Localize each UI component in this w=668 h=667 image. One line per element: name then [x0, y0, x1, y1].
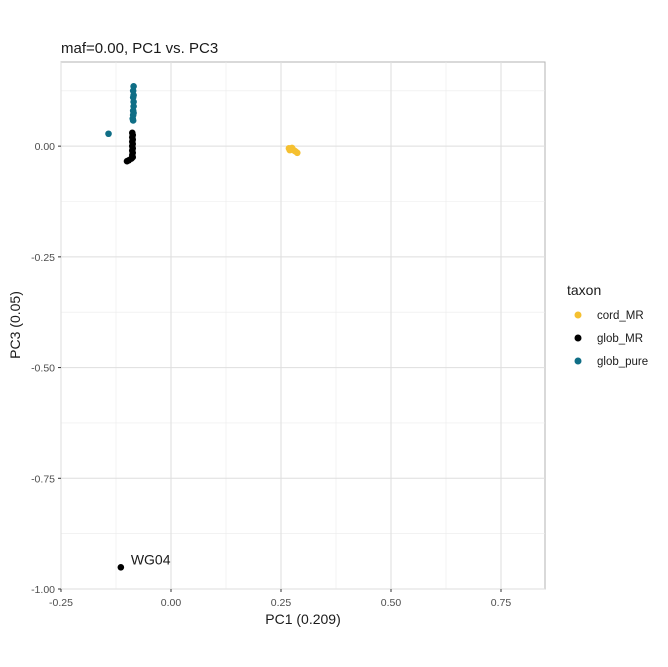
data-point-glob_pure	[129, 117, 137, 124]
data-points	[105, 83, 301, 571]
grid-lines	[60, 62, 545, 590]
data-point-glob_MR	[123, 157, 131, 165]
y-tick-label: -1.00	[31, 584, 55, 596]
y-axis-title: PC3 (0.05)	[7, 291, 23, 359]
chart-title: maf=0.00, PC1 vs. PC3	[61, 40, 218, 57]
legend-label-glob_MR: glob_MR	[597, 333, 643, 345]
x-tick-label: 0.75	[491, 597, 512, 609]
data-point-cord_MR	[293, 149, 301, 157]
point-annotation: WG04	[131, 551, 171, 567]
y-tick-label: -0.75	[31, 473, 55, 485]
legend-key-glob_MR	[574, 334, 582, 342]
legend-label-glob_pure: glob_pure	[597, 356, 648, 368]
y-tick-label: 0.00	[35, 141, 56, 153]
x-tick-label: -0.25	[49, 597, 73, 609]
data-point-glob_MR	[117, 564, 125, 571]
x-tick-label: 0.00	[161, 597, 182, 609]
legend-label-cord_MR: cord_MR	[597, 310, 644, 322]
data-point-cord_MR	[286, 146, 294, 154]
legend-title: taxon	[567, 282, 601, 298]
x-axis-title: PC1 (0.209)	[265, 611, 340, 627]
axis-ticks: -0.25 0.00 0.25 0.50 0.75 -1.00 -0.75 -0.50 -0.2…	[31, 141, 511, 609]
annotations: WG04	[131, 551, 171, 567]
plot-panel	[60, 61, 546, 590]
x-tick-label: 0.50	[381, 597, 402, 609]
legend-key-glob_pure	[574, 357, 582, 365]
y-tick-label: -0.50	[31, 363, 55, 375]
data-point-glob_pure	[105, 130, 112, 138]
legend-key-cord_MR	[574, 311, 582, 319]
legend: taxon cord_MR glob_MR glob_pure	[567, 282, 648, 368]
x-tick-label: 0.25	[271, 597, 292, 609]
y-tick-label: -0.25	[31, 252, 55, 264]
